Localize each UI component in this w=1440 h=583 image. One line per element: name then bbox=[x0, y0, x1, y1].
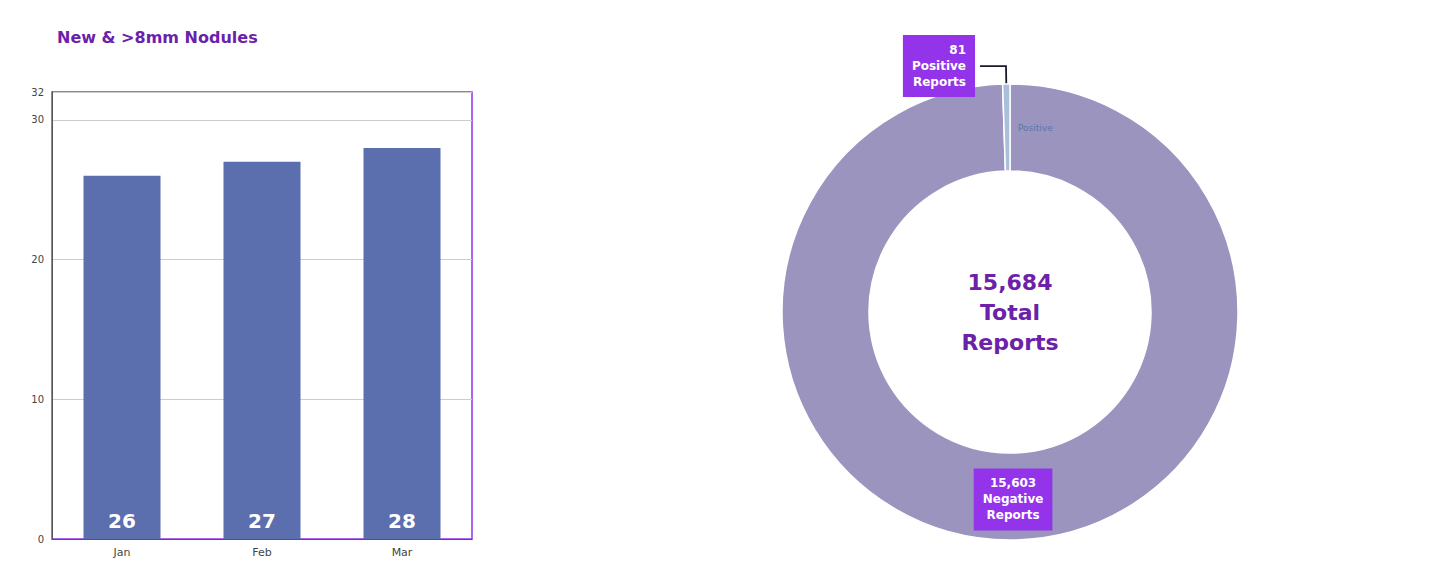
svg-text:Feb: Feb bbox=[252, 546, 271, 559]
svg-text:10: 10 bbox=[31, 394, 44, 405]
svg-text:Reports: Reports bbox=[987, 508, 1040, 522]
svg-text:New & >8mm Nodules: New & >8mm Nodules bbox=[57, 28, 258, 47]
svg-text:Total: Total bbox=[980, 300, 1040, 325]
svg-text:0: 0 bbox=[38, 534, 44, 545]
svg-text:28: 28 bbox=[388, 509, 416, 533]
svg-text:15,603: 15,603 bbox=[990, 476, 1036, 490]
svg-text:30: 30 bbox=[31, 114, 44, 125]
svg-text:Reports: Reports bbox=[913, 75, 966, 89]
svg-text:81: 81 bbox=[949, 43, 966, 57]
svg-text:Jan: Jan bbox=[113, 546, 131, 559]
svg-text:Positive: Positive bbox=[912, 59, 966, 73]
svg-text:26: 26 bbox=[108, 509, 136, 533]
svg-text:Reports: Reports bbox=[961, 330, 1058, 355]
svg-text:32: 32 bbox=[31, 87, 44, 98]
svg-text:27: 27 bbox=[248, 509, 276, 533]
svg-text:Negative: Negative bbox=[983, 492, 1044, 506]
svg-text:Mar: Mar bbox=[392, 546, 413, 559]
svg-text:20: 20 bbox=[31, 254, 44, 265]
svg-text:15,684: 15,684 bbox=[968, 270, 1053, 295]
svg-text:Positive: Positive bbox=[1018, 123, 1053, 133]
